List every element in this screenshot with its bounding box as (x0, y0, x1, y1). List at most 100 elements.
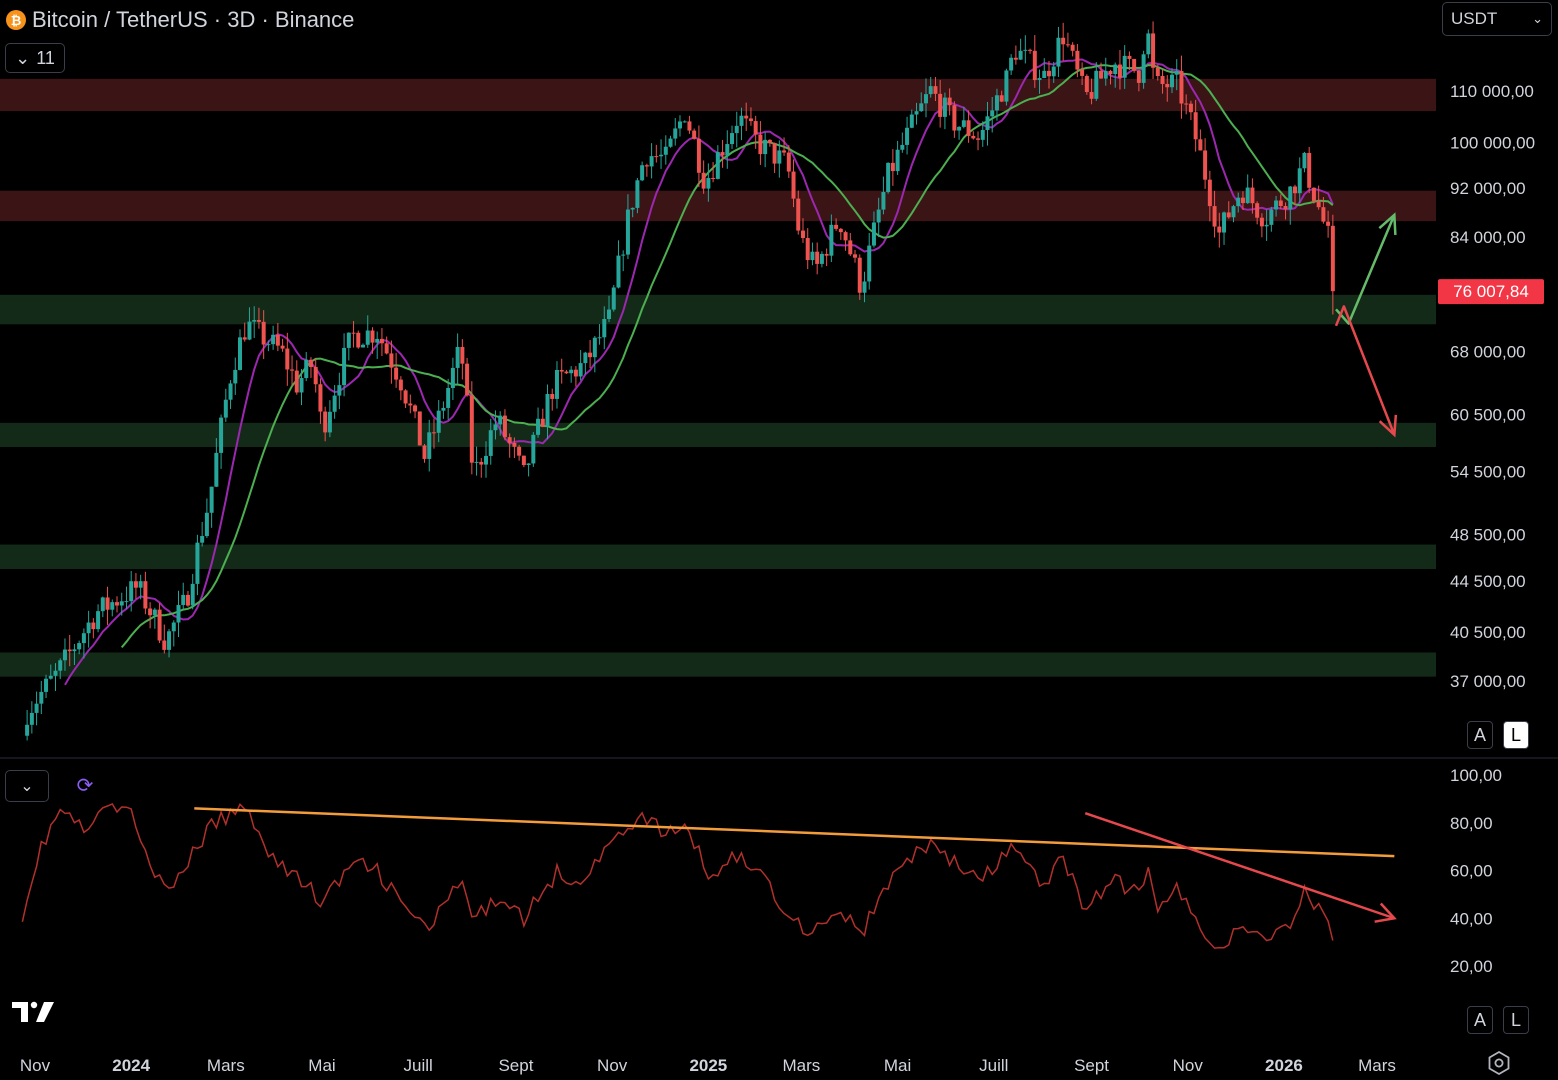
candle (805, 228, 810, 270)
candle (966, 110, 971, 143)
candle-body (1094, 70, 1099, 99)
candle-body (536, 418, 541, 435)
price-tick-label: 40 500,00 (1450, 623, 1526, 642)
candle-body (422, 445, 427, 459)
candle-body (1212, 206, 1217, 227)
candle-body (375, 338, 380, 343)
candle (1132, 58, 1137, 73)
candle-body (758, 134, 763, 155)
candle (162, 624, 167, 654)
rsi-log-scale-button[interactable]: L (1503, 1006, 1529, 1034)
candle (753, 115, 758, 149)
candle (1009, 54, 1014, 75)
candle (1146, 29, 1151, 59)
candle-body (1278, 200, 1283, 207)
log-scale-button[interactable]: L (1503, 721, 1529, 749)
candle-body (474, 461, 479, 463)
settings-gear-icon[interactable] (1486, 1050, 1512, 1076)
candle-body (559, 369, 564, 372)
date-tick-label: Sept (1074, 1056, 1109, 1075)
rsi-auto-scale-button[interactable]: A (1467, 1006, 1493, 1034)
candle (351, 321, 356, 348)
candle-body (313, 367, 318, 385)
candle (129, 571, 134, 612)
candle-body (498, 415, 503, 425)
candle (881, 176, 886, 215)
candle (356, 330, 361, 349)
candle-body (256, 320, 261, 322)
candle (1240, 191, 1245, 210)
candle-body (753, 121, 758, 135)
candle-body (308, 359, 313, 368)
candle-body (914, 111, 919, 115)
candle-body (512, 442, 517, 447)
candle-body (1132, 58, 1137, 71)
candle (900, 132, 905, 153)
candle-body (389, 353, 394, 368)
candle-body (1302, 152, 1307, 169)
indicators-toggle[interactable]: ⌄ 11 (5, 43, 65, 73)
candle-body (209, 486, 214, 513)
candle-body (1321, 207, 1326, 222)
candle (985, 101, 990, 146)
symbol-header[interactable]: ₿ Bitcoin / TetherUS · 3D · Binance (6, 6, 354, 34)
candle (266, 340, 271, 352)
candle (1292, 184, 1297, 206)
candle-body (900, 144, 905, 150)
sync-icon[interactable]: ⟳ (76, 774, 94, 797)
candle-body (304, 359, 309, 379)
candle (441, 401, 446, 419)
candle-body (1240, 197, 1245, 204)
candle-body (469, 395, 474, 463)
candle-body (905, 127, 910, 145)
candle (687, 115, 692, 134)
candle (1330, 214, 1335, 315)
auto-scale-button[interactable]: A (1467, 721, 1493, 749)
candle (1018, 38, 1023, 60)
candle (569, 366, 574, 383)
candle (44, 674, 49, 699)
candle (176, 590, 181, 638)
candle (223, 388, 228, 422)
candle-body (1269, 209, 1274, 225)
candle-body (129, 581, 134, 602)
currency-select[interactable]: USDT ⌄ (1442, 2, 1552, 36)
candle-body (701, 172, 706, 189)
price-tick-label: 84 000,00 (1450, 228, 1526, 247)
date-tick-label: Mai (884, 1056, 911, 1075)
candle-body (677, 121, 682, 129)
candle-body (895, 149, 900, 172)
candle-body (1056, 37, 1061, 67)
candle (450, 357, 455, 400)
candle (853, 249, 858, 263)
candle-body (696, 138, 701, 173)
candle (592, 336, 597, 373)
candle (58, 658, 63, 680)
candle (512, 437, 517, 459)
candle-body (1245, 187, 1250, 204)
pane-collapse-button[interactable]: ⌄ (5, 770, 49, 802)
candle-body (1023, 49, 1028, 51)
candle (663, 135, 668, 165)
candle (782, 137, 787, 156)
price-tick-label: 110 000,00 (1450, 82, 1534, 101)
candle (1245, 174, 1250, 204)
candle-body (233, 369, 238, 384)
candle-body (1226, 212, 1231, 218)
candle-body (578, 363, 583, 377)
candle-body (1103, 70, 1108, 79)
candle (744, 102, 749, 131)
candle-body (725, 144, 730, 156)
candle (810, 242, 815, 266)
candle (25, 710, 30, 741)
candle-body (942, 97, 947, 117)
candle (1160, 69, 1165, 94)
candle-body (867, 245, 872, 282)
candle (280, 338, 285, 352)
candle-body (659, 154, 664, 157)
candle-body (356, 332, 361, 348)
candle (493, 410, 498, 440)
candle (408, 394, 413, 414)
candle (1184, 94, 1189, 115)
